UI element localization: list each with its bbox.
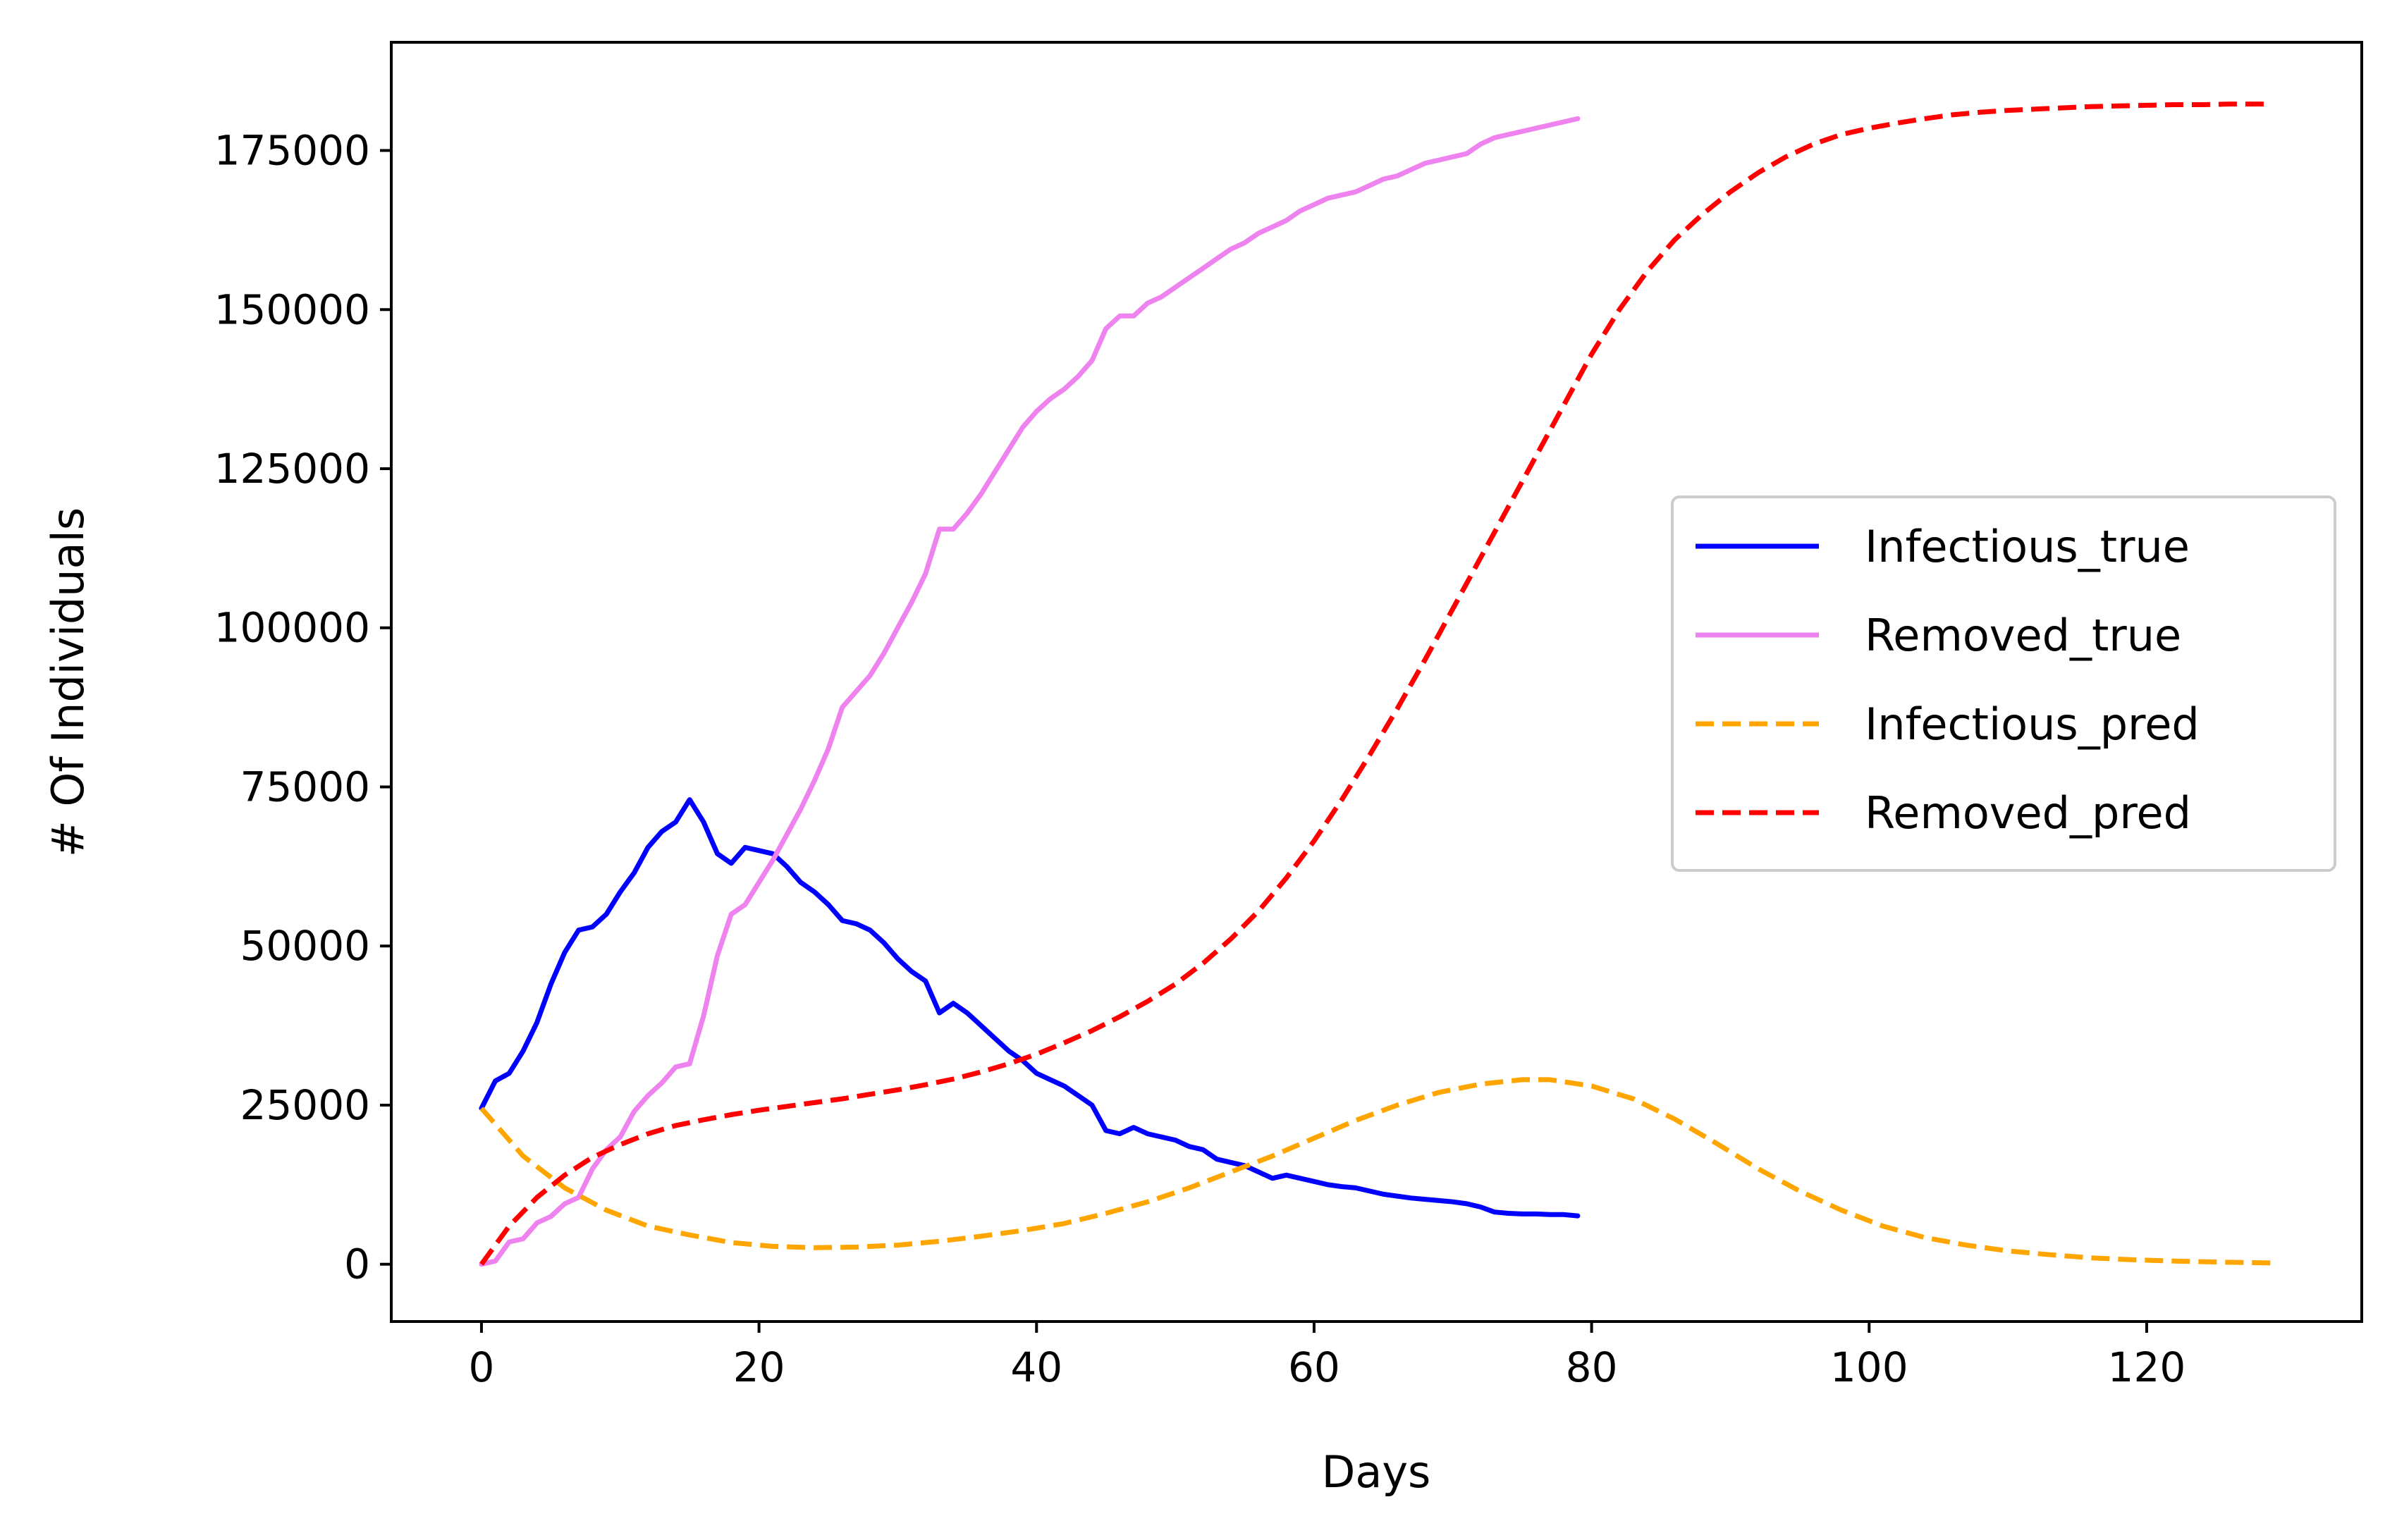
x-tick-label: 100	[1830, 1343, 1908, 1391]
series-line-removed-true	[479, 116, 1581, 1267]
y-axis-label: # Of Individuals	[42, 507, 94, 857]
legend: Infectious_true Removed_true Infectious_pr…	[1671, 495, 2336, 872]
x-tick-label: 60	[1288, 1343, 1340, 1391]
legend-label: Removed_true	[1865, 610, 2181, 661]
y-tick-label: 50000	[240, 922, 370, 970]
x-tick-label: 120	[2108, 1343, 2186, 1391]
plot-lines	[479, 101, 2272, 1267]
y-tick-label: 150000	[214, 285, 370, 333]
legend-label: Removed_pred	[1865, 787, 2191, 839]
series-line-removed-pred	[479, 101, 2272, 1266]
y-tick-label: 175000	[214, 127, 370, 175]
x-axis-label: Days	[1322, 1446, 1431, 1498]
series-line-infectious-pred	[479, 1077, 2272, 1266]
x-tick-label: 80	[1566, 1343, 1618, 1391]
y-tick-label: 100000	[214, 604, 370, 652]
legend-label: Infectious_pred	[1865, 698, 2200, 750]
series-line-infectious-true	[479, 797, 1581, 1219]
x-tick-label: 40	[1010, 1343, 1062, 1391]
y-tick-label: 25000	[240, 1081, 370, 1129]
x-tick-label: 20	[733, 1343, 785, 1391]
legend-label: Infectious_true	[1865, 521, 2190, 572]
y-tick-label: 0	[344, 1240, 370, 1288]
legend-box	[1671, 495, 2336, 872]
y-tick-label: 125000	[214, 445, 370, 493]
plot-frame	[390, 41, 2363, 1323]
y-axis: 0 25000 50000 75000 100000 125000 150000 175000	[214, 127, 391, 1288]
x-tick-label: 0	[468, 1343, 494, 1391]
y-tick-label: 75000	[240, 763, 370, 811]
x-axis: 0 20 40 60 80 100 120	[468, 1322, 2186, 1391]
